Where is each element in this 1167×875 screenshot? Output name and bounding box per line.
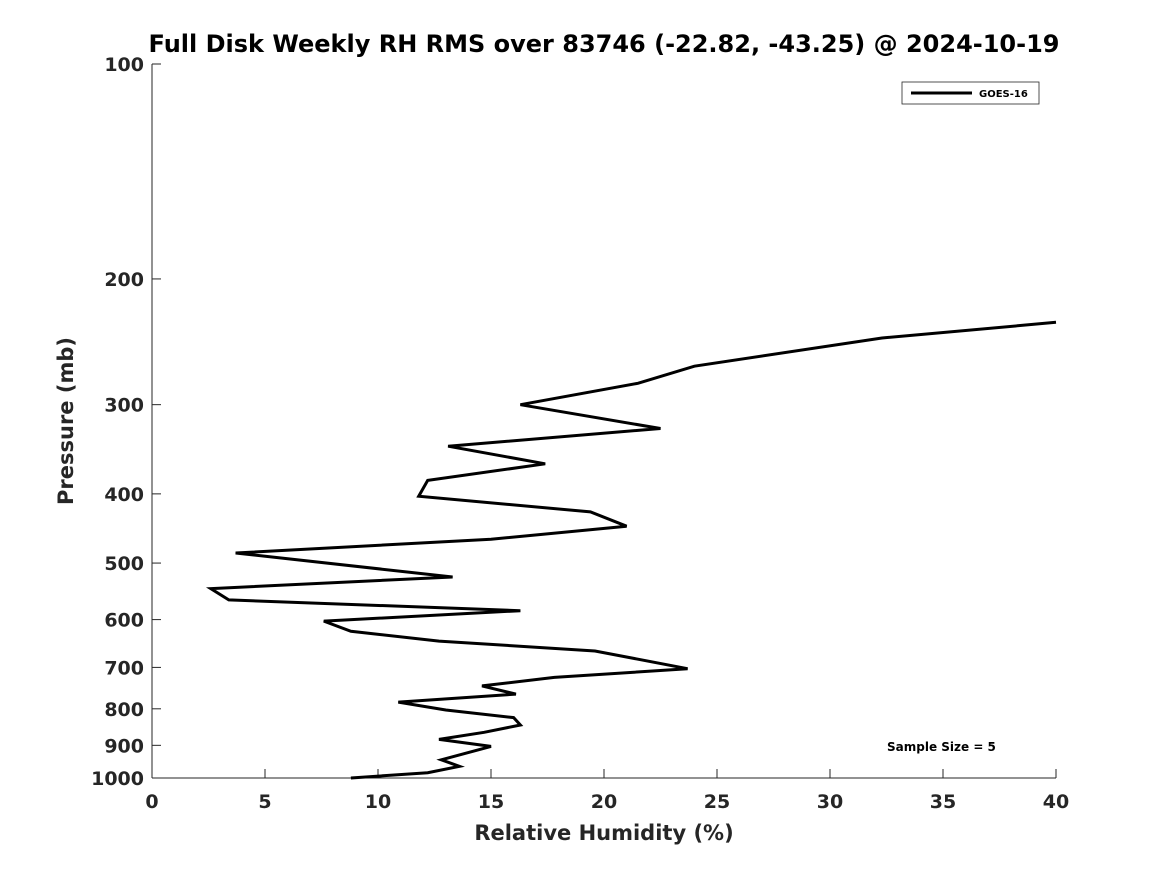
chart-title: Full Disk Weekly RH RMS over 83746 (-22.… (149, 30, 1060, 58)
x-tick-label: 30 (817, 791, 843, 813)
x-axis-ticks: 0 5 10 15 20 25 30 35 40 (145, 769, 1069, 813)
y-tick-label: 400 (104, 484, 144, 506)
series-layer (205, 320, 1057, 780)
x-tick-label: 10 (365, 791, 391, 813)
y-tick-label: 300 (104, 395, 144, 417)
y-tick-label: 100 (104, 54, 144, 76)
x-tick-label: 15 (478, 791, 504, 813)
legend: GOES-16 (901, 81, 1040, 105)
y-axis-ticks: 100 200 300 400 500 600 700 800 900 1000 (91, 54, 161, 790)
x-tick-label: 0 (145, 791, 158, 813)
y-tick-label: 600 (104, 610, 144, 632)
y-tick-label: 1000 (91, 768, 144, 790)
y-tick-label: 800 (104, 699, 144, 721)
y-tick-label: 200 (104, 269, 144, 291)
x-tick-label: 35 (930, 791, 956, 813)
x-tick-label: 25 (704, 791, 730, 813)
series-line-goes-16 (205, 320, 1057, 780)
y-tick-label: 900 (104, 735, 144, 757)
y-tick-label: 700 (104, 657, 144, 679)
x-axis-label: Relative Humidity (%) (474, 821, 733, 845)
plot-area (152, 64, 1056, 778)
x-tick-label: 5 (258, 791, 271, 813)
x-tick-label: 40 (1043, 791, 1069, 813)
x-tick-label: 20 (591, 791, 617, 813)
legend-label-goes-16: GOES-16 (979, 89, 1028, 100)
sample-size-annotation: Sample Size = 5 (887, 740, 996, 754)
y-axis-label: Pressure (mb) (54, 337, 78, 505)
y-tick-label: 500 (104, 553, 144, 575)
